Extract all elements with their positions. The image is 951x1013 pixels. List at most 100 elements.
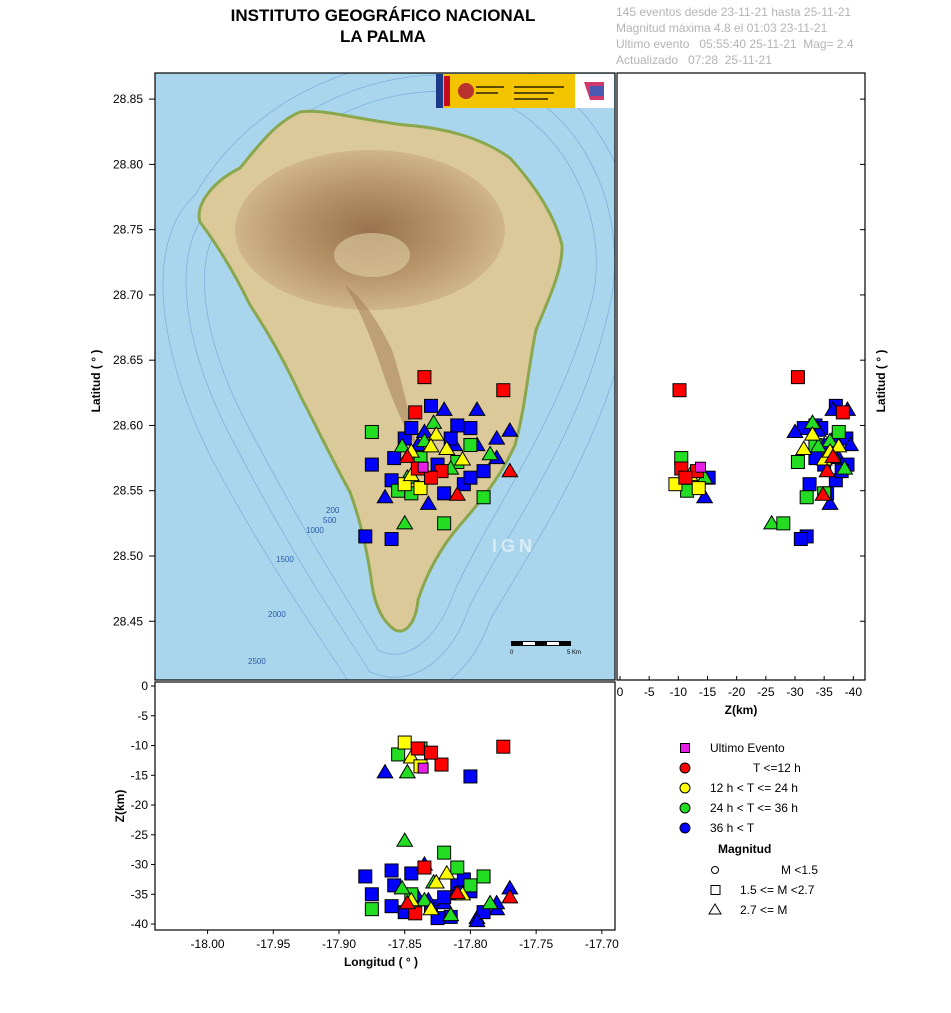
event-marker-24-36h	[476, 490, 491, 505]
depth-tick-label: -15	[699, 685, 717, 699]
latitude-tick-label: 28.60	[113, 418, 143, 432]
event-marker-24-36h	[481, 445, 499, 461]
lon-depth-marker-24-36h	[481, 894, 499, 910]
depth-tick-label-left: -5	[137, 709, 148, 723]
event-marker-gt36h	[358, 529, 373, 544]
legend-shape-square	[710, 885, 721, 895]
longitude-tick-label: -17.75	[519, 937, 553, 951]
event-marker-12-24h	[438, 440, 456, 456]
longitude-tick-label: -17.80	[453, 937, 487, 951]
longitude-tick-label: -17.70	[585, 937, 619, 951]
depth-lat-marker-gt36h	[802, 477, 817, 492]
depth-tick-label-left: -25	[131, 828, 149, 842]
event-marker-12-24h	[427, 425, 445, 441]
lon-depth-marker-gt36h	[384, 899, 399, 914]
depth-lat-marker-lt12h	[790, 370, 805, 385]
event-marker-12-24h	[422, 437, 440, 453]
ign-watermark: IGN	[492, 536, 536, 556]
longitude-tick-label: -18.00	[191, 937, 225, 951]
legend-swatch-1	[679, 762, 691, 774]
contour-label: 2500	[248, 657, 266, 666]
depth-latitude-panel: 0 -5 -10 -15 -20 -25 -30 -35 -40 Z(km) Latitud (…	[616, 72, 888, 717]
event-marker-24-36h	[463, 438, 478, 453]
legend-label-magnitude-2: 2.7 <= M	[740, 903, 787, 917]
event-marker-lt12h	[448, 485, 466, 501]
caldera-floor	[334, 233, 410, 277]
event-marker-gt36h	[376, 488, 394, 504]
depth-lat-marker-lt12h	[814, 485, 832, 501]
lon-depth-marker-lt12h	[398, 894, 417, 910]
event-marker-lt12h	[501, 462, 519, 478]
longitude-axis-label: Longitud ( ° )	[344, 955, 418, 969]
depth-lat-marker-24-36h	[809, 437, 828, 453]
legend-swatch-last-event	[680, 743, 690, 753]
event-marker-gt36h	[387, 451, 402, 466]
contour-label: 1500	[276, 555, 294, 564]
latitude-axis-label: Latitud ( ° )	[89, 350, 103, 413]
caldera-relief	[235, 150, 505, 310]
longitude-tick-label: -17.85	[388, 937, 422, 951]
depth-lat-marker-gt36h	[793, 532, 808, 547]
depth-tick-label: -25	[757, 685, 775, 699]
lon-depth-marker-24-36h	[415, 891, 434, 907]
depth-lat-marker-24-36h	[831, 424, 846, 439]
event-marker-gt36h	[435, 401, 453, 416]
info-updated: Actualizado 07:28 25-11-21	[616, 53, 772, 67]
depth-lat-marker-24-36h	[776, 516, 791, 531]
longitude-tick-label: -17.90	[322, 937, 356, 951]
depth-tick-label-left: -35	[131, 887, 149, 901]
legend-label-time-3: 24 h < T <= 36 h	[710, 801, 798, 815]
lon-depth-marker-lt12h	[496, 739, 511, 754]
depth-lat-marker-gt36h	[841, 436, 860, 452]
info-last-event: Ultimo evento 05:55:40 25-11-21 Mag= 2.4	[616, 37, 854, 51]
depth-lat-marker-12-24h	[830, 437, 848, 453]
lon-depth-marker-24-36h	[364, 902, 379, 917]
contour-label: 1000	[306, 526, 324, 535]
legend-label-time-0: Ultimo Evento	[710, 741, 785, 755]
event-marker-gt36h	[476, 464, 491, 479]
latitude-axis-label-right: Latitud ( ° )	[874, 350, 888, 413]
lon-depth-marker-lt12h	[424, 745, 438, 760]
lon-depth-marker-24-36h	[437, 845, 452, 860]
event-marker-lt12h	[424, 470, 438, 485]
lon-depth-marker-24-36h	[476, 869, 491, 884]
depth-tick-label: -35	[815, 685, 833, 699]
depth-tick-label: -30	[786, 685, 804, 699]
event-marker-lt12h	[496, 383, 511, 398]
depth-lat-marker-12-24h	[803, 425, 822, 441]
legend: Ultimo Evento T <=12 h 12 h < T <= 24 h 24 …	[679, 741, 818, 917]
lon-depth-marker-lt12h	[408, 906, 423, 921]
depth-tick-label: 0	[617, 685, 624, 699]
legend-label-time-1: T <=12 h	[753, 761, 801, 775]
legend-shape-triangle	[708, 903, 722, 915]
depth-tick-label-left: 0	[141, 679, 148, 693]
lon-depth-marker-gt36h	[358, 869, 373, 884]
lon-depth-marker-gt36h	[376, 763, 394, 779]
contour-label: 2000	[268, 610, 286, 619]
event-marker-gt36h	[450, 418, 465, 433]
lon-depth-marker-gt36h	[468, 912, 486, 928]
depth-lat-marker-24-36h	[799, 490, 814, 505]
event-marker-24-36h	[424, 414, 443, 429]
legend-label-magnitude-1: 1.5 <= M <2.7	[740, 883, 815, 897]
depth-lat-marker-lt12h	[678, 470, 693, 485]
event-marker-gt36h	[501, 422, 519, 437]
depth-axis-label: Z(km)	[113, 790, 127, 823]
contour-label: 500	[323, 516, 337, 525]
lon-depth-marker-24-36h	[396, 832, 414, 847]
longitude-depth-panel: 0 -5 -10 -15 -20 -25 -30 -35 -40 -18.00 -17.95 -17…	[113, 679, 619, 969]
depth-lat-marker-lt12h	[824, 448, 842, 463]
event-marker-lt12h	[408, 405, 423, 420]
lon-depth-marker-lt12h	[434, 757, 449, 772]
event-marker-12-24h	[453, 450, 472, 466]
lon-depth-marker-lt12h	[417, 860, 432, 875]
event-marker-gt36h	[463, 421, 478, 436]
lon-depth-marker-24-36h	[393, 879, 411, 895]
depth-lat-marker-gt36h	[821, 495, 839, 510]
lon-depth-marker-gt36h	[364, 887, 379, 902]
depth-lat-marker-last	[695, 461, 706, 473]
event-marker-gt36h	[437, 486, 452, 501]
event-marker-gt36h	[404, 421, 419, 436]
depth-lat-marker-lt12h	[818, 462, 836, 478]
event-marker-gt36h	[424, 398, 438, 413]
